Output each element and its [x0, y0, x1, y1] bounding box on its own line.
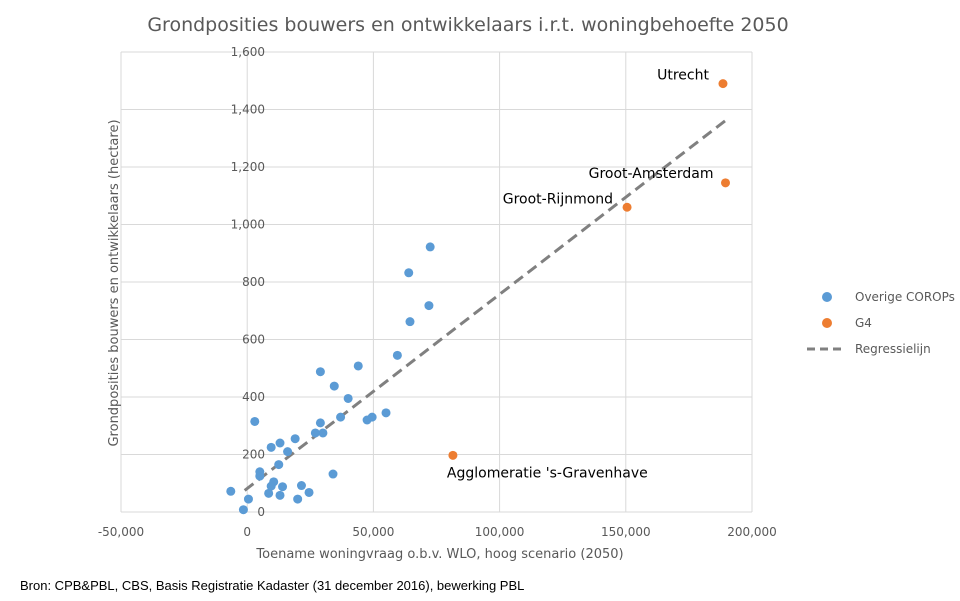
grid [120, 51, 753, 513]
corop-point [296, 481, 306, 491]
corop-point [243, 494, 253, 504]
corop-point [275, 438, 285, 448]
y-tick-label: 1,600 [231, 45, 265, 59]
corop-point [238, 505, 248, 515]
y-tick-label: 1,200 [231, 160, 265, 174]
corop-point [293, 494, 303, 504]
corop-point [343, 393, 353, 403]
g4-point [448, 450, 458, 460]
corop-point [392, 350, 402, 360]
corop-point [381, 408, 391, 418]
chart-title: Grondposities bouwers en ontwikkelaars i… [147, 14, 788, 36]
corop-point [405, 317, 415, 327]
y-tick-label: 400 [242, 390, 265, 404]
corop-point [304, 487, 314, 497]
y-tick-label: 800 [242, 275, 265, 289]
x-tick-label: 200,000 [727, 525, 777, 539]
corop-point [264, 488, 274, 498]
data-points [226, 79, 730, 515]
corop-point [329, 381, 339, 391]
corop-point [404, 268, 414, 278]
corop-point [315, 418, 325, 428]
corop-point [274, 460, 284, 470]
corop-point [425, 242, 435, 252]
source-note: Bron: CPB&PBL, CBS, Basis Registratie Ka… [20, 578, 525, 593]
legend-entry: G4 [855, 316, 872, 330]
corop-point [283, 447, 293, 457]
corop-point [424, 301, 434, 311]
corop-point [315, 367, 325, 377]
corop-point [290, 434, 300, 444]
g4-point [718, 79, 728, 89]
legend-swatch-dot [822, 318, 832, 328]
corop-point [275, 490, 285, 500]
legend: Overige COROPs G4 Regressielijn [807, 290, 955, 356]
g4-point [622, 202, 632, 212]
corop-point [328, 469, 338, 479]
x-axis-title: Toename woningvraag o.b.v. WLO, hoog sce… [255, 547, 623, 562]
corop-point [266, 442, 276, 452]
g4-point-label: Utrecht [657, 68, 709, 84]
g4-point-label: Groot-Amsterdam [589, 166, 714, 182]
legend-entry: Regressielijn [855, 342, 931, 356]
x-tick-label: 50,000 [352, 525, 394, 539]
corop-point [336, 412, 346, 422]
corop-point [318, 428, 328, 438]
legend-swatch-dot [822, 292, 832, 302]
y-axis-title: Grondposities bouwers en ontwikkelaars (… [107, 119, 122, 446]
corop-point [353, 361, 363, 371]
corop-point [367, 412, 377, 422]
legend-entry: Overige COROPs [855, 290, 955, 304]
point-annotations: Agglomeratie 's-Gravenhave Groot-Rijnmond… [447, 68, 714, 482]
g4-point-label: Groot-Rijnmond [503, 191, 613, 207]
corop-point [269, 477, 279, 487]
corop-point [255, 471, 265, 481]
corop-point [278, 482, 288, 492]
y-tick-label: 600 [242, 333, 265, 347]
corop-point [310, 428, 320, 438]
y-tick-label: 200 [242, 448, 265, 462]
corop-point [226, 486, 236, 496]
y-tick-label: 1,000 [231, 218, 265, 232]
y-tick-label: 0 [257, 505, 265, 519]
g4-point-label: Agglomeratie 's-Gravenhave [447, 465, 648, 481]
g4-point [720, 178, 730, 188]
corop-point [250, 416, 260, 426]
x-tick-label: 100,000 [475, 525, 525, 539]
x-tick-label: -50,000 [98, 525, 144, 539]
x-tick-label: 0 [243, 525, 251, 539]
y-tick-label: 1,400 [231, 103, 265, 117]
tick-labels: -50,000 0 50,000 100,000 150,000 200,000 0 200 4… [98, 45, 777, 539]
x-tick-label: 150,000 [601, 525, 651, 539]
